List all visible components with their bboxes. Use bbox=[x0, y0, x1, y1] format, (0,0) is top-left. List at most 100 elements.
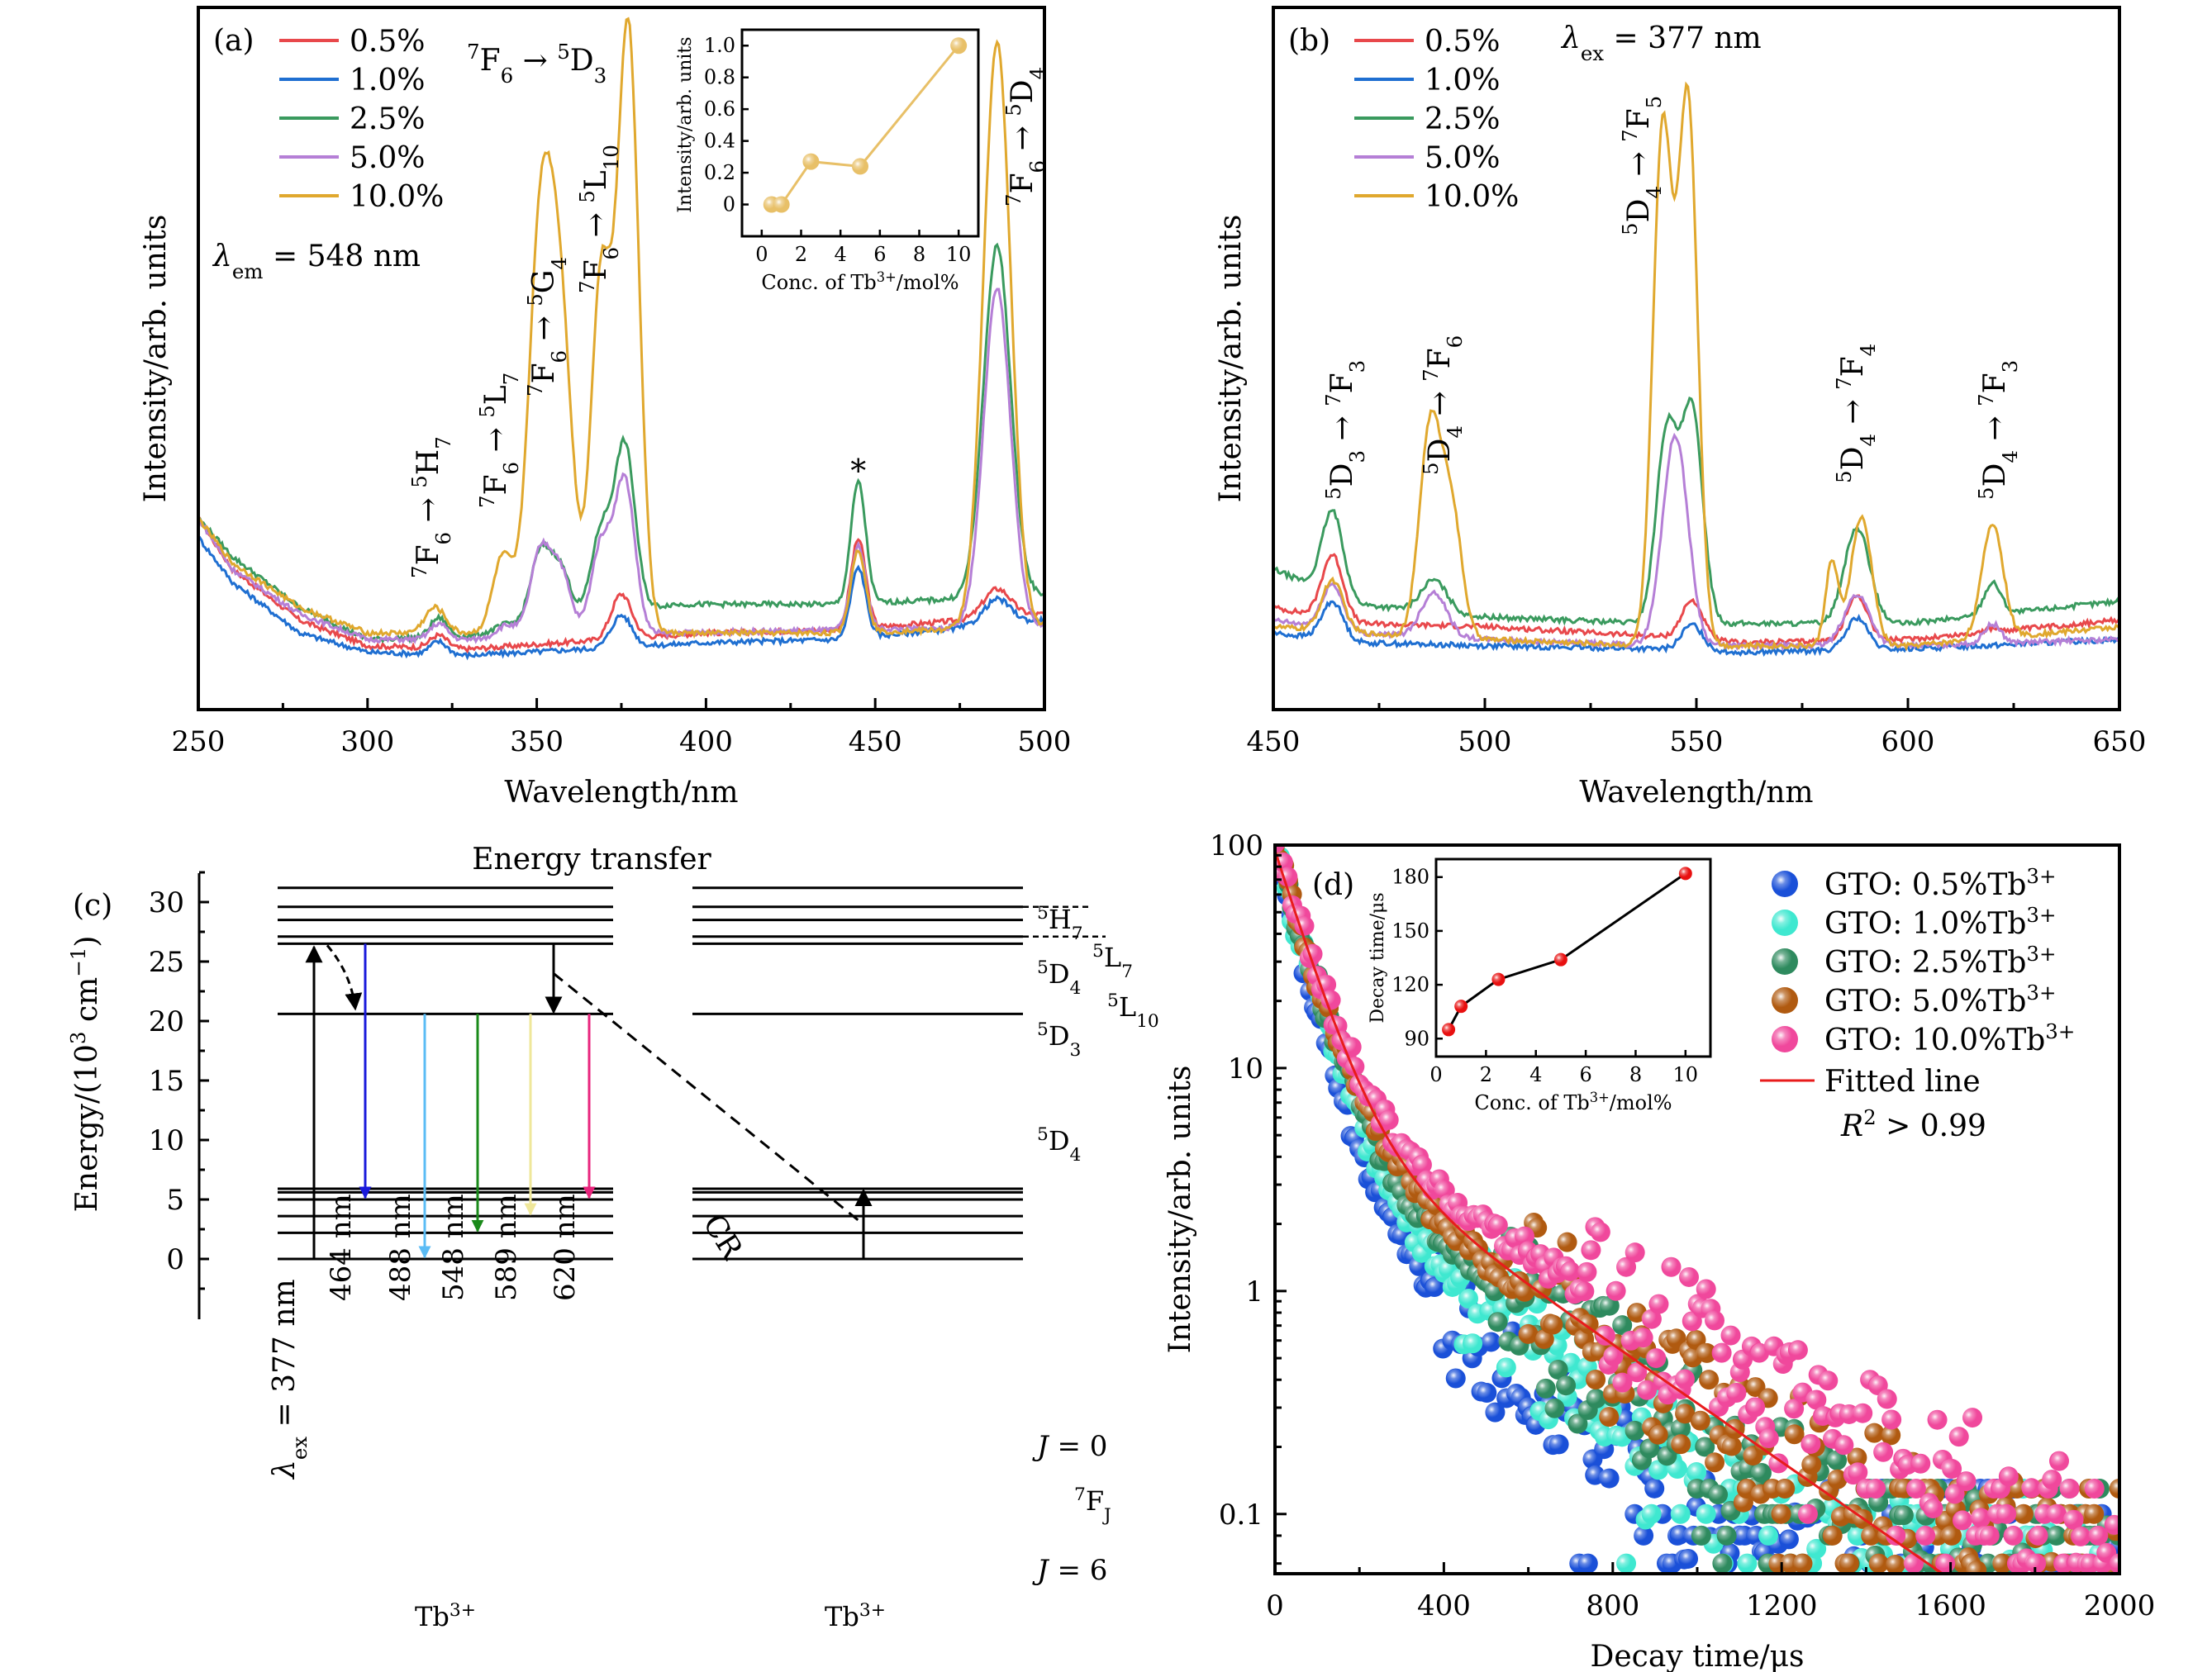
series-line-5.0pct bbox=[197, 287, 1045, 645]
data-point-shine bbox=[1488, 1312, 1509, 1332]
legend-marker-shine bbox=[1772, 948, 1798, 975]
x-tick-label: 450 bbox=[1247, 725, 1301, 758]
data-point-shine bbox=[1463, 1333, 1484, 1354]
y-tick-label: 1 bbox=[1245, 1275, 1263, 1309]
x-tick-label: 400 bbox=[679, 725, 733, 758]
data-point-shine bbox=[1872, 1442, 1893, 1462]
data-point-shine bbox=[1556, 1232, 1577, 1252]
data-point-shine bbox=[1826, 1450, 1847, 1470]
x-tick-label: 0 bbox=[1266, 1589, 1284, 1622]
inset-y-tick-label: 0.4 bbox=[704, 130, 735, 153]
lambda-em-annotation: λem = 548 nm bbox=[212, 240, 421, 283]
data-point-shine bbox=[1446, 1368, 1467, 1389]
data-point-shine bbox=[1640, 1309, 1661, 1329]
legend-marker-shine bbox=[1772, 871, 1798, 897]
inset-point-shine bbox=[1553, 952, 1567, 967]
peak-label: 7F6 → 5D4 bbox=[1001, 67, 1049, 207]
level-label: 7FJ bbox=[1074, 1484, 1111, 1526]
data-point-shine bbox=[1666, 1328, 1686, 1349]
inset-y-axis-label: Decay time/μs bbox=[1368, 892, 1388, 1023]
series-line-1.0pct bbox=[197, 535, 1046, 661]
inset-x-tick-label: 4 bbox=[1529, 1063, 1542, 1086]
inset-y-tick-label: 90 bbox=[1404, 1027, 1429, 1050]
data-point-shine bbox=[1958, 1471, 1978, 1492]
inset-point-shine bbox=[802, 153, 820, 170]
inset-y-tick-label: 1.0 bbox=[704, 34, 735, 57]
data-point-shine bbox=[1548, 1434, 1568, 1455]
legend-label: GTO: 10.0%Tb3+ bbox=[1824, 1019, 2075, 1058]
data-point-shine bbox=[1868, 1553, 1889, 1574]
x-tick-label: 1600 bbox=[1915, 1589, 1986, 1622]
data-point-shine bbox=[1459, 1288, 1480, 1309]
peak-label: 5D4 → 7F3 bbox=[1974, 360, 2022, 500]
inset-x-axis-label: Conc. of Tb3+/mol% bbox=[1474, 1090, 1672, 1115]
data-point-shine bbox=[1548, 1359, 1568, 1380]
data-point-shine bbox=[1488, 1215, 1509, 1236]
data-point-shine bbox=[2046, 1503, 2067, 1524]
x-tick-label: 500 bbox=[1458, 725, 1512, 758]
inset-point-shine bbox=[1491, 972, 1506, 986]
data-point-shine bbox=[1624, 1242, 1644, 1263]
data-point-shine bbox=[1573, 1281, 1594, 1302]
data-point-shine bbox=[1780, 1529, 1801, 1550]
data-point-shine bbox=[1598, 1407, 1619, 1427]
data-point-shine bbox=[2050, 1451, 2071, 1471]
data-point-shine bbox=[2110, 1553, 2119, 1574]
data-point-shine bbox=[1712, 1342, 1733, 1363]
legend-label: 2.5% bbox=[1425, 102, 1500, 136]
x-tick-label: 300 bbox=[340, 725, 394, 758]
data-point-shine bbox=[1788, 1340, 1809, 1361]
data-point-shine bbox=[1670, 1434, 1691, 1455]
ion-label-right: Tb3+ bbox=[825, 1600, 886, 1633]
x-tick-label: 550 bbox=[1670, 725, 1724, 758]
inset-frame bbox=[1434, 857, 1712, 1058]
inset-x-tick-label: 2 bbox=[795, 243, 807, 266]
data-point-shine bbox=[1724, 1382, 1745, 1403]
data-point-shine bbox=[1848, 1462, 1868, 1483]
data-point-shine bbox=[1696, 1437, 1716, 1457]
inset-y-axis-label: Intensity/arb. units bbox=[675, 36, 696, 212]
y-tick-label: 25 bbox=[149, 946, 184, 979]
data-point-shine bbox=[1906, 1479, 1927, 1499]
peak-label: 7F6 → 5L7 bbox=[475, 373, 523, 508]
legend-label: 0.5% bbox=[1425, 25, 1500, 59]
legend-label: 1.0% bbox=[350, 64, 425, 97]
inset-a: 0 2 4 6 8 10 0 0.2 0.4 0.6 0.8 1.0 Conc. of Tb3+/mol… bbox=[675, 28, 980, 294]
data-point-shine bbox=[1556, 1375, 1577, 1396]
panel-label: (c) bbox=[73, 889, 112, 923]
inset-y-tick-label: 0.2 bbox=[704, 161, 735, 184]
diagram-title: Energy transfer bbox=[472, 843, 711, 876]
panel-label: (a) bbox=[213, 24, 254, 58]
data-point-shine bbox=[1720, 1436, 1741, 1456]
legend-fit-label: Fitted line bbox=[1824, 1065, 1981, 1099]
x-tick-label: 500 bbox=[1018, 725, 1072, 758]
x-tick-label: 250 bbox=[172, 725, 226, 758]
data-point-shine bbox=[1586, 1389, 1606, 1409]
data-point-shine bbox=[1704, 1452, 1724, 1473]
legend-label: 5.0% bbox=[1425, 141, 1500, 175]
inset-y-tick-label: 180 bbox=[1391, 866, 1429, 889]
data-point-shine bbox=[2012, 1503, 2033, 1524]
data-point-shine bbox=[1577, 1261, 1598, 1282]
inset-y-tick-label: 0 bbox=[723, 193, 735, 216]
data-point-shine bbox=[1662, 1256, 1682, 1277]
series-line-1.0pct bbox=[1272, 600, 2121, 658]
data-point-shine bbox=[1497, 1357, 1518, 1378]
series-line-5.0pct bbox=[1272, 432, 2120, 653]
emission-label: 620 nm bbox=[549, 1194, 582, 1301]
data-point-shine bbox=[2062, 1509, 2083, 1530]
data-point-shine bbox=[1801, 1433, 1821, 1454]
legend-label: 5.0% bbox=[350, 141, 425, 175]
inset-x-tick-label: 0 bbox=[1429, 1063, 1442, 1086]
data-point-shine bbox=[1792, 1553, 1813, 1574]
data-point-shine bbox=[1805, 1389, 1826, 1410]
x-axis-label: Wavelength/nm bbox=[504, 776, 738, 810]
data-point-shine bbox=[1535, 1378, 1556, 1399]
series-line-2.5pct bbox=[1272, 396, 2121, 628]
y-tick-label: 10 bbox=[149, 1124, 184, 1157]
data-point-shine bbox=[1632, 1525, 1653, 1546]
y-axis-label: Intensity/arb. units bbox=[1214, 215, 1248, 503]
data-point-shine bbox=[1940, 1459, 1961, 1480]
data-point-shine bbox=[1678, 1266, 1699, 1287]
fitted-line bbox=[1275, 850, 1943, 1574]
